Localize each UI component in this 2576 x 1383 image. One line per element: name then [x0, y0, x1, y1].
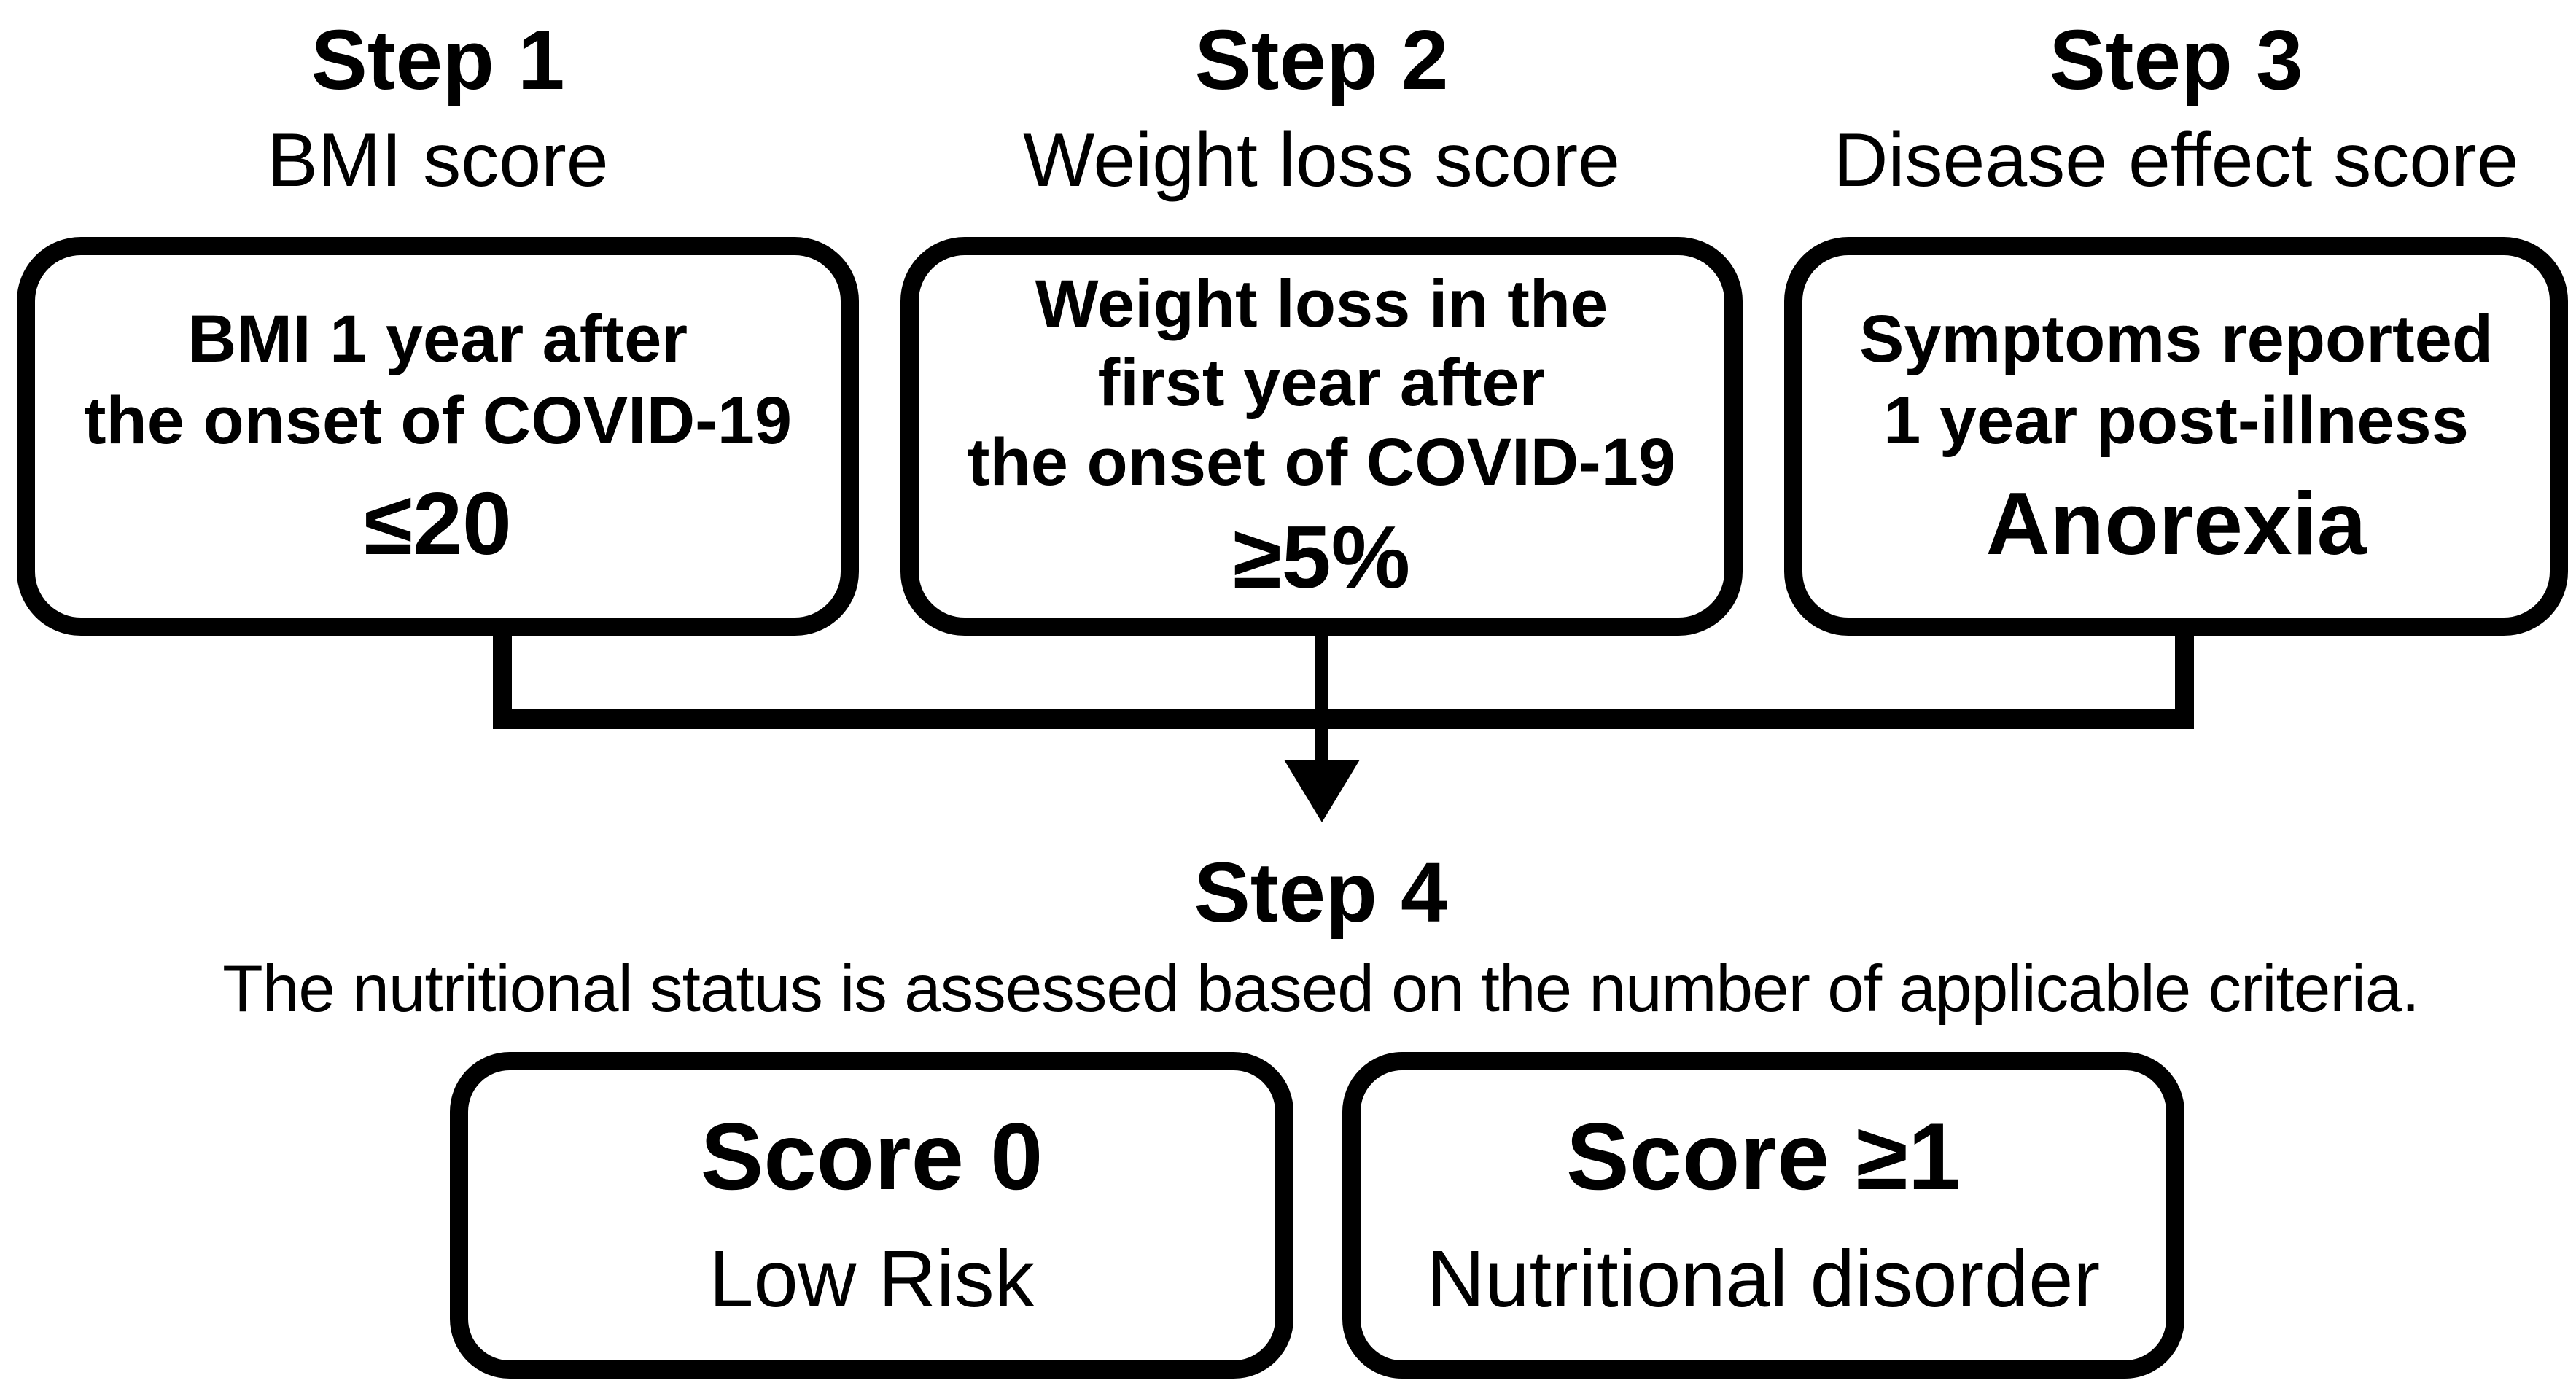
step-3-subtitle: Disease effect score: [1833, 118, 2519, 203]
step-2-criteria-box: Weight loss in the first year after the …: [900, 237, 1743, 636]
connector-center-shaft: [1315, 626, 1328, 765]
criteria-line: Weight loss in the: [1035, 266, 1608, 341]
step-1-criteria-box: BMI 1 year after the onset of COVID-19 ≤…: [17, 237, 859, 636]
arrow-down-icon: [1284, 760, 1360, 822]
step-4-description: The nutritional status is assessed based…: [222, 952, 2420, 1026]
step-2-subtitle: Weight loss score: [1023, 118, 1620, 203]
criteria-threshold: ≥5%: [1232, 507, 1411, 607]
step-4-title: Step 4: [1194, 845, 1448, 940]
outcome-score: Score 0: [700, 1103, 1043, 1210]
outcome-label: Nutritional disorder: [1426, 1234, 2101, 1325]
criteria-line: the onset of COVID-19: [83, 383, 793, 459]
outcome-label: Low Risk: [709, 1234, 1035, 1325]
step-1-title: Step 1: [311, 12, 565, 107]
criteria-line: BMI 1 year after: [187, 302, 688, 377]
criteria-line: first year after: [1097, 346, 1546, 421]
step-1-subtitle: BMI score: [267, 118, 609, 203]
outcome-score: Score ≥1: [1565, 1103, 1961, 1210]
connector-horizontal-bar: [493, 709, 2194, 729]
step-2-title: Step 2: [1194, 12, 1449, 107]
criteria-symptom: Anorexia: [1985, 473, 2367, 573]
step-3-criteria-box: Symptoms reported 1 year post-illness An…: [1784, 237, 2568, 636]
outcome-box-nutritional-disorder: Score ≥1 Nutritional disorder: [1342, 1052, 2184, 1379]
step-3-title: Step 3: [2049, 12, 2303, 107]
criteria-line: the onset of COVID-19: [967, 424, 1676, 499]
outcome-box-low-risk: Score 0 Low Risk: [450, 1052, 1293, 1379]
criteria-line: Symptoms reported: [1859, 302, 2494, 377]
criteria-threshold: ≤20: [364, 473, 512, 573]
criteria-line: 1 year post-illness: [1883, 383, 2469, 459]
